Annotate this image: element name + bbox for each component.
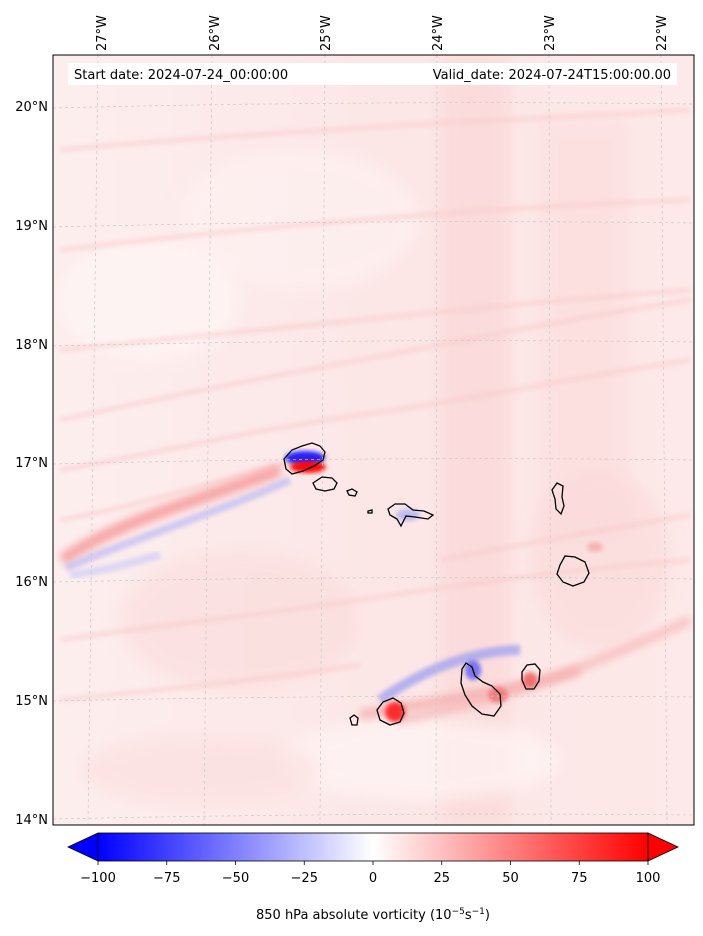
colorbar-tick-label: −75 [153,871,180,886]
map-panel: Start date: 2024-07-24_00:00:00 Valid_da… [52,54,695,826]
colorbar-tick-label: −100 [80,871,116,886]
colorbar-tick-label: 100 [636,871,661,886]
colorbar-tick-label: 75 [571,871,588,886]
island-raso [367,509,373,514]
vorticity-field [58,55,692,825]
lat-label: 16°N [15,575,48,590]
colorbar-tick-label: 25 [433,871,450,886]
colorbar: −100 −75 −50 −25 0 25 50 75 100 850 hPa … [67,832,679,923]
coastlines [283,442,590,726]
colorbar-tick-label: −50 [222,871,249,886]
latitude-labels: 20°N 19°N 18°N 17°N 16°N 15°N 14°N [15,100,48,828]
island-fogo [376,697,405,726]
lat-label: 15°N [15,694,48,709]
island-santo-antao [283,442,326,475]
map-frame [52,54,695,826]
colorbar-gradient [98,833,648,861]
island-santa-luzia [346,488,358,497]
lat-label: 20°N [15,100,48,115]
lon-label: 27°W [95,15,110,51]
gridlines [53,55,694,825]
colorbar-tick-label: 0 [369,871,377,886]
island-sao-vicente [312,476,338,492]
island-maio [521,663,541,690]
lat-label: 14°N [15,813,48,828]
island-santiago [460,662,502,717]
island-brava [349,714,359,726]
lat-label: 19°N [15,219,48,234]
colorbar-tick-label: 50 [502,871,519,886]
colorbar-extend-high [647,832,679,862]
colorbar-label: 850 hPa absolute vorticity (10−5s−1) [256,907,490,923]
valid-date-label: Valid_date: 2024-07-24T15:00:00.00 [433,68,671,83]
date-annotation-box [68,63,677,85]
lon-label: 25°W [319,15,334,51]
lon-label: 24°W [431,15,446,51]
lon-label: 26°W [208,15,223,51]
island-sao-nicolau [387,503,435,528]
start-date-label: Start date: 2024-07-24_00:00:00 [74,68,288,83]
lon-label: 22°W [655,15,670,51]
lat-label: 17°N [15,456,48,471]
lat-label: 18°N [15,338,48,353]
colorbar-tick-label: −25 [291,871,318,886]
lon-label: 23°W [543,15,558,51]
longitude-labels: 27°W 26°W 25°W 24°W 23°W 22°W [95,15,670,51]
island-sal [551,482,565,516]
island-boa-vista [556,555,590,587]
colorbar-extend-low [67,832,99,862]
